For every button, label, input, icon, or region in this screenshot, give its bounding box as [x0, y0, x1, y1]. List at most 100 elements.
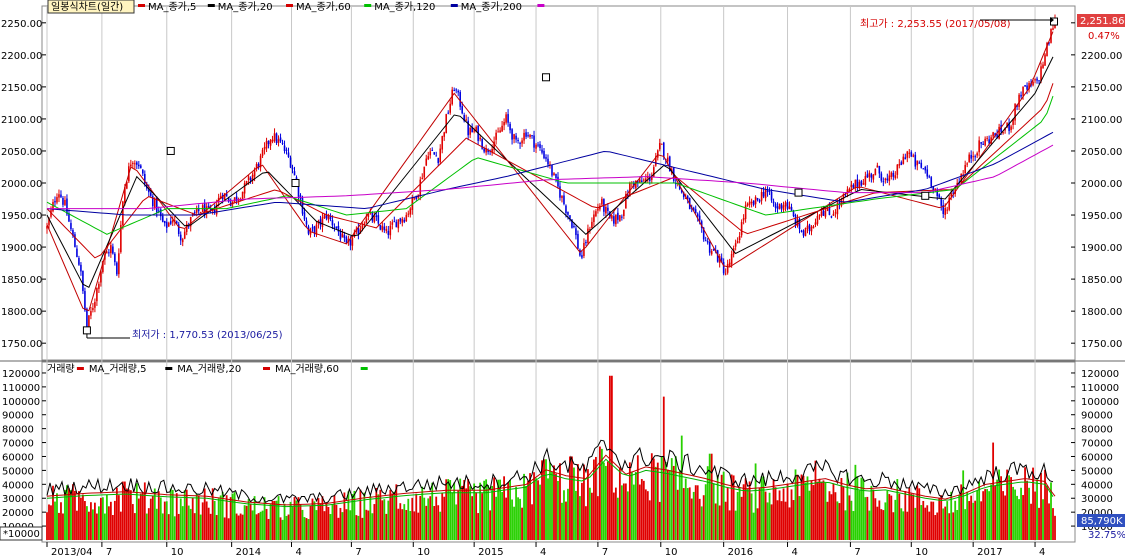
candle-body [698, 215, 701, 221]
volume-bar [379, 489, 382, 540]
volume-bar [82, 494, 84, 540]
candle-body [918, 162, 921, 164]
x-tick-label: 7 [602, 547, 608, 558]
volume-tick-label-right: 70000 [1081, 439, 1113, 450]
candle-body [189, 216, 192, 227]
volume-axis-left: 1000020000300004000050000600007000080000… [2, 369, 46, 533]
candle-body [277, 139, 280, 144]
volume-bar [375, 488, 378, 540]
volume-bar [870, 485, 873, 540]
candle-body [365, 218, 368, 224]
candle-body [68, 213, 70, 222]
volume-bar [62, 513, 64, 540]
volume-bar [1008, 475, 1010, 540]
volume-bar [806, 476, 809, 540]
candle-body [94, 301, 96, 308]
volume-bar [271, 500, 274, 540]
volume-bar [946, 501, 949, 540]
candle-body [952, 192, 955, 194]
candle-body [645, 178, 647, 182]
volume-bar [976, 490, 979, 540]
volume-bar [776, 500, 779, 540]
volume-bar [656, 462, 659, 540]
volume-bar [972, 502, 975, 540]
volume-bar [235, 513, 238, 540]
volume-bar [626, 491, 629, 540]
candle-body [253, 170, 256, 177]
volume-bar [201, 502, 204, 540]
volume-tick-label-left: 50000 [2, 466, 34, 477]
volume-bar [469, 486, 472, 540]
title-box[interactable] [47, 0, 135, 14]
volume-bar [880, 509, 883, 540]
candle-body [990, 137, 992, 144]
candle-body [106, 252, 108, 254]
candle-body [601, 198, 603, 205]
volume-bar [493, 477, 496, 540]
candle-body [469, 127, 471, 135]
candle-body [529, 134, 531, 138]
volume-bar [708, 453, 711, 540]
volume-bar [750, 493, 753, 540]
candle-body [802, 230, 805, 236]
candle-body [505, 114, 507, 123]
candle-body [130, 164, 132, 167]
candle-body [704, 240, 707, 242]
volume-bar [954, 500, 957, 540]
candle-body [427, 156, 430, 160]
candle-body [756, 198, 759, 200]
volume-bar [916, 485, 919, 540]
volume-bar [491, 485, 494, 540]
volume-bar [339, 507, 342, 540]
volume-bar [553, 465, 555, 540]
volume-bar [928, 511, 931, 540]
candle-body [774, 203, 777, 208]
ma-line-ma120 [46, 95, 1054, 235]
volume-bar [561, 502, 563, 540]
volume-bar [463, 480, 466, 540]
volume-bar [736, 492, 739, 540]
volume-bar [610, 375, 613, 540]
volume-bar [107, 506, 110, 540]
candle-body [1048, 42, 1050, 44]
volume-bar [942, 508, 945, 540]
volume-bar [581, 482, 583, 540]
volume-bar [88, 511, 90, 540]
candle-body [159, 209, 162, 217]
volume-bar [285, 515, 288, 540]
volume-legend-swatch [263, 367, 270, 370]
volume-bar [389, 489, 392, 540]
volume-legend-label: MA_거래량,60 [275, 363, 339, 375]
volume-bar [874, 498, 877, 540]
volume-bar [173, 516, 176, 540]
volume-bar [758, 488, 761, 540]
candle-body [349, 239, 352, 246]
x-tick-label: 2016 [728, 547, 753, 558]
volume-bar [664, 461, 667, 540]
volume-bar [439, 511, 442, 540]
volume-bar [279, 517, 282, 540]
candle-body [391, 222, 394, 225]
volume-bar [724, 501, 727, 540]
candle-body [581, 255, 583, 258]
last-volume-change: 32.75% [1088, 530, 1125, 541]
candle-body [728, 262, 731, 267]
x-tick-label: 2015 [478, 547, 503, 558]
candle-body [453, 89, 455, 91]
candle-body [235, 196, 238, 201]
volume-bar [720, 474, 723, 540]
candle-body [744, 205, 747, 219]
volume-bar [207, 507, 210, 540]
volume-bar [740, 496, 743, 540]
candle-body [181, 239, 184, 243]
volume-bar [1006, 469, 1008, 540]
price-tick-label-right: 2050.00 [1081, 147, 1122, 158]
candle-body [177, 224, 180, 234]
candle-body [649, 176, 651, 181]
volume-bar [349, 510, 352, 540]
candle-body [824, 210, 827, 217]
volume-bar [471, 496, 474, 540]
volume-bar [1030, 503, 1032, 540]
candle-body [325, 215, 328, 219]
